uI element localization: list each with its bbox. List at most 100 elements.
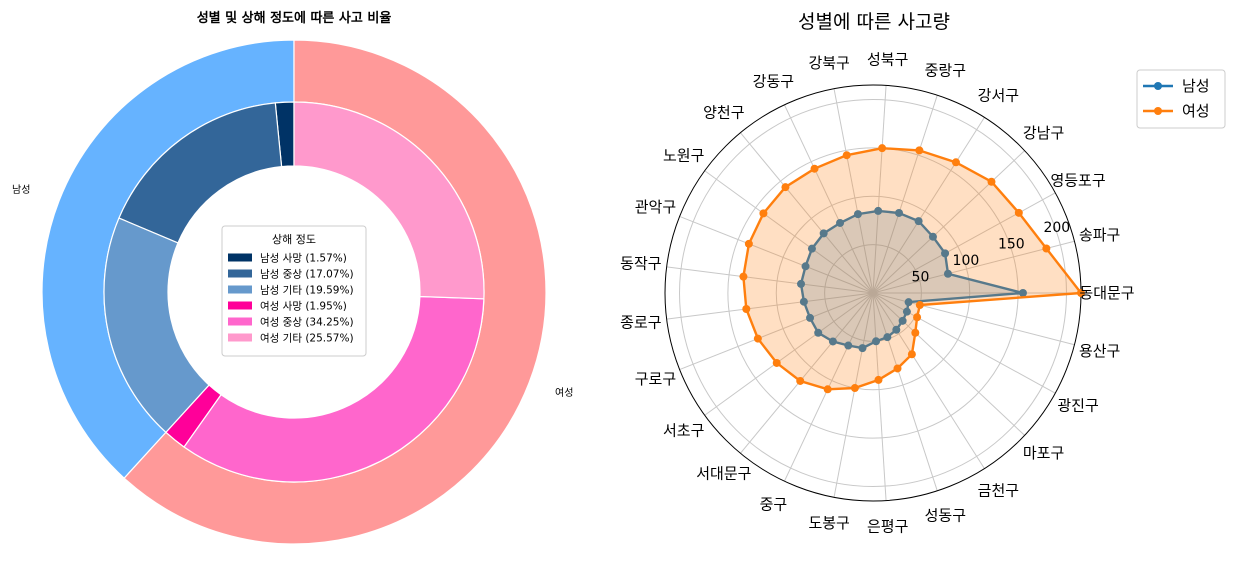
radar-category-19: 은평구 [867, 518, 908, 536]
radar-category-20: 성동구 [925, 507, 966, 525]
radar-point-1-19 [874, 375, 883, 384]
radar-point-0-15 [814, 328, 823, 337]
radar-point-1-1 [1042, 244, 1051, 253]
radar-category-12: 동작구 [620, 255, 661, 273]
radar-category-4: 강서구 [978, 86, 1019, 104]
radar-rtick-3: 200 [1043, 220, 1070, 236]
radar-point-1-20 [893, 364, 902, 373]
inner-slice-4 [183, 295, 485, 483]
radar-rtick-0: 50 [912, 269, 930, 285]
legend-frame [221, 225, 367, 357]
radar-point-1-4 [951, 158, 960, 167]
radar-rtick-1: 100 [953, 253, 980, 269]
radar-spoke-8 [783, 104, 874, 294]
radar-point-0-5 [895, 208, 904, 217]
radar-point-0-11 [801, 262, 810, 271]
radar-point-1-9 [781, 183, 790, 192]
radar-point-1-6 [878, 144, 887, 153]
radar-spoke-9 [740, 132, 874, 294]
radar-category-22: 마포구 [1023, 444, 1064, 462]
radar-category-2: 영등포구 [1050, 171, 1105, 189]
radar-point-0-17 [844, 341, 853, 350]
radar-area-0 [801, 210, 1023, 349]
radar-point-0-1 [943, 269, 952, 278]
radar-category-21: 금천구 [978, 482, 1019, 500]
radar-point-0-12 [797, 279, 806, 288]
radar-category-15: 서초구 [663, 422, 704, 440]
radar-series [739, 144, 1085, 394]
legend-swatch-1 [228, 269, 252, 278]
radar-category-10: 노원구 [663, 146, 704, 164]
radar-point-0-16 [828, 337, 837, 346]
radar-point-1-12 [739, 272, 748, 281]
radar-category-8: 강동구 [753, 72, 794, 90]
radar-point-1-3 [987, 177, 996, 186]
radar-spoke-18 [833, 292, 874, 498]
legend-swatch-0 [228, 253, 252, 262]
legend-entry-2: 남성 기타 (19.59%) [260, 285, 354, 297]
radar-point-1-24 [915, 301, 924, 310]
radar-point-0-20 [883, 333, 892, 342]
radar-point-0-0 [1018, 289, 1027, 297]
radar-point-0-8 [836, 218, 845, 227]
legend-title: 상해 정도 [272, 232, 316, 246]
donut-legend: 상해 정도 남성 사망 (1.57%) 남성 중상 (17.07%) 남성 기타 (… [221, 225, 367, 357]
radar-point-1-7 [842, 151, 851, 160]
radar-legend-marker-0 [1154, 82, 1162, 90]
radar-point-0-14 [806, 313, 815, 322]
radar-category-16: 서대문구 [696, 464, 751, 482]
outer-label-male: 남성 [12, 184, 30, 196]
radar-point-1-0 [1077, 289, 1085, 297]
radar-point-0-6 [874, 206, 883, 215]
radar-category-17: 중구 [760, 496, 788, 514]
radar-point-0-23 [902, 307, 911, 316]
radar-spoke-10 [704, 170, 874, 294]
radar-category-0: 동대문구 [1079, 284, 1134, 302]
radar-point-0-9 [819, 229, 828, 238]
radar-legend-label-1: 여성 [1182, 102, 1210, 120]
radar-point-1-10 [759, 209, 768, 218]
radar-area-1 [743, 148, 1081, 390]
radar-legend-marker-1 [1154, 107, 1162, 115]
donut-outer-labels: 남성 여성 [12, 184, 573, 399]
inner-slice-5 [293, 101, 485, 300]
radar-spoke-20 [872, 292, 938, 491]
radar-spoke-22 [872, 292, 1025, 436]
radar-spoke-13 [666, 292, 874, 320]
radar-point-1-11 [744, 239, 753, 248]
donut-chart-title: 성별 및 상해 정도에 따른 사고 비율 [197, 10, 392, 26]
radar-category-3: 강남구 [1023, 124, 1064, 142]
radar-spoke-21 [872, 292, 985, 469]
radar-point-1-5 [915, 146, 924, 155]
radar-category-5: 중랑구 [925, 61, 966, 79]
donut-chart: 성별 및 상해 정도에 따른 사고 비율 남성 여성 상해 정도 남성 사망 (… [12, 10, 573, 545]
radar-spoke-19 [872, 292, 887, 501]
legend-entry-4: 여성 중상 (34.25%) [260, 317, 354, 329]
radar-spoke-11 [679, 215, 874, 294]
legend-entry-5: 여성 기타 (25.57%) [260, 333, 354, 345]
radar-spoke-3 [872, 150, 1025, 294]
radar-spoke-12 [666, 266, 874, 294]
radar-legend-frame [1136, 69, 1226, 129]
radar-category-labels: 동대문구 송파구 영등포구 강남구 강서구 중랑구 성북구 강북구강동구양천구노원구관악구동작… [620, 50, 1134, 535]
radar-category-9: 양천구 [703, 104, 744, 122]
radar-category-14: 구로구 [635, 370, 676, 388]
radar-point-1-18 [850, 384, 859, 393]
radar-point-0-21 [892, 325, 901, 334]
legend-swatch-3 [228, 301, 252, 310]
radar-point-0-4 [914, 217, 923, 226]
radar-point-0-24 [904, 298, 913, 307]
radar-radial-ticks: 50 100 150 200 [912, 220, 1071, 286]
radar-spoke-1 [872, 240, 1075, 294]
donut-inner-ring [103, 101, 485, 483]
radar-point-1-23 [913, 313, 922, 322]
radar-point-1-21 [907, 350, 916, 359]
radar-point-1-14 [753, 334, 762, 343]
radar-point-1-15 [772, 358, 781, 367]
radar-point-1-16 [796, 376, 805, 385]
radar-point-1-8 [810, 164, 819, 173]
legend-entry-3: 여성 사망 (1.95%) [260, 301, 347, 313]
radar-spoke-7 [833, 88, 874, 294]
radar-category-24: 용산구 [1079, 342, 1120, 360]
